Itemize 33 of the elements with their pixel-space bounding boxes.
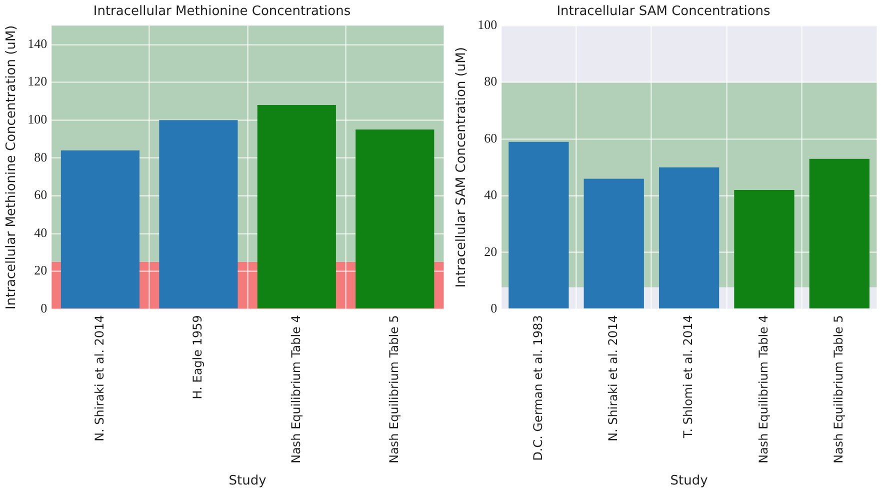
x-tick-label: Nash Equilibrium Table 4	[756, 315, 770, 464]
x-tick-label: N. Shiraki et al. 2014	[92, 315, 106, 442]
y-axis-title: Intracellular SAM Concentration (uM)	[454, 47, 470, 288]
y-tick-label: 100	[478, 17, 498, 32]
x-tick-label: H. Eagle 1959	[190, 315, 205, 400]
y-tick-label: 0	[40, 300, 48, 316]
y-tick-label: 20	[484, 244, 498, 259]
bar	[257, 104, 336, 308]
y-tick-label: 140	[28, 36, 48, 51]
bar	[356, 130, 434, 308]
y-tick-label: 100	[28, 112, 48, 127]
y-tick-label: 20	[34, 262, 48, 278]
y-tick-label: 60	[484, 130, 498, 146]
x-tick-label: Nash Equilibrium Table 5	[387, 315, 402, 464]
x-tick-label: Nash Equilibrium Table 5	[832, 315, 846, 464]
y-axis-title: Intracellular Methionine Concentration (uM)	[4, 25, 20, 310]
x-tick-label: T. Shlomi et al. 2014	[681, 315, 696, 440]
y-tick-label: 80	[34, 149, 48, 164]
x-tick-label: D.C. German et al. 1983	[530, 315, 545, 461]
chart-title: Intracellular Methionine Concentrations	[93, 4, 351, 20]
chart-title: Intracellular SAM Concentrations	[556, 4, 771, 20]
bar	[60, 150, 140, 308]
y-tick-label: 0	[490, 300, 498, 316]
y-tick-label: 40	[34, 224, 48, 240]
x-tick-label: Nash Equilibrium Table 4	[288, 315, 303, 464]
y-tick-label: 80	[484, 74, 498, 89]
x-axis-title: Study	[228, 474, 267, 489]
x-axis-title: Study	[670, 474, 708, 489]
y-tick-label: 40	[484, 187, 498, 202]
y-tick-label: 60	[34, 187, 48, 202]
bar	[159, 120, 238, 308]
x-tick-label: N. Shiraki et al. 2014	[606, 315, 620, 442]
y-tick-label: 120	[28, 74, 48, 89]
